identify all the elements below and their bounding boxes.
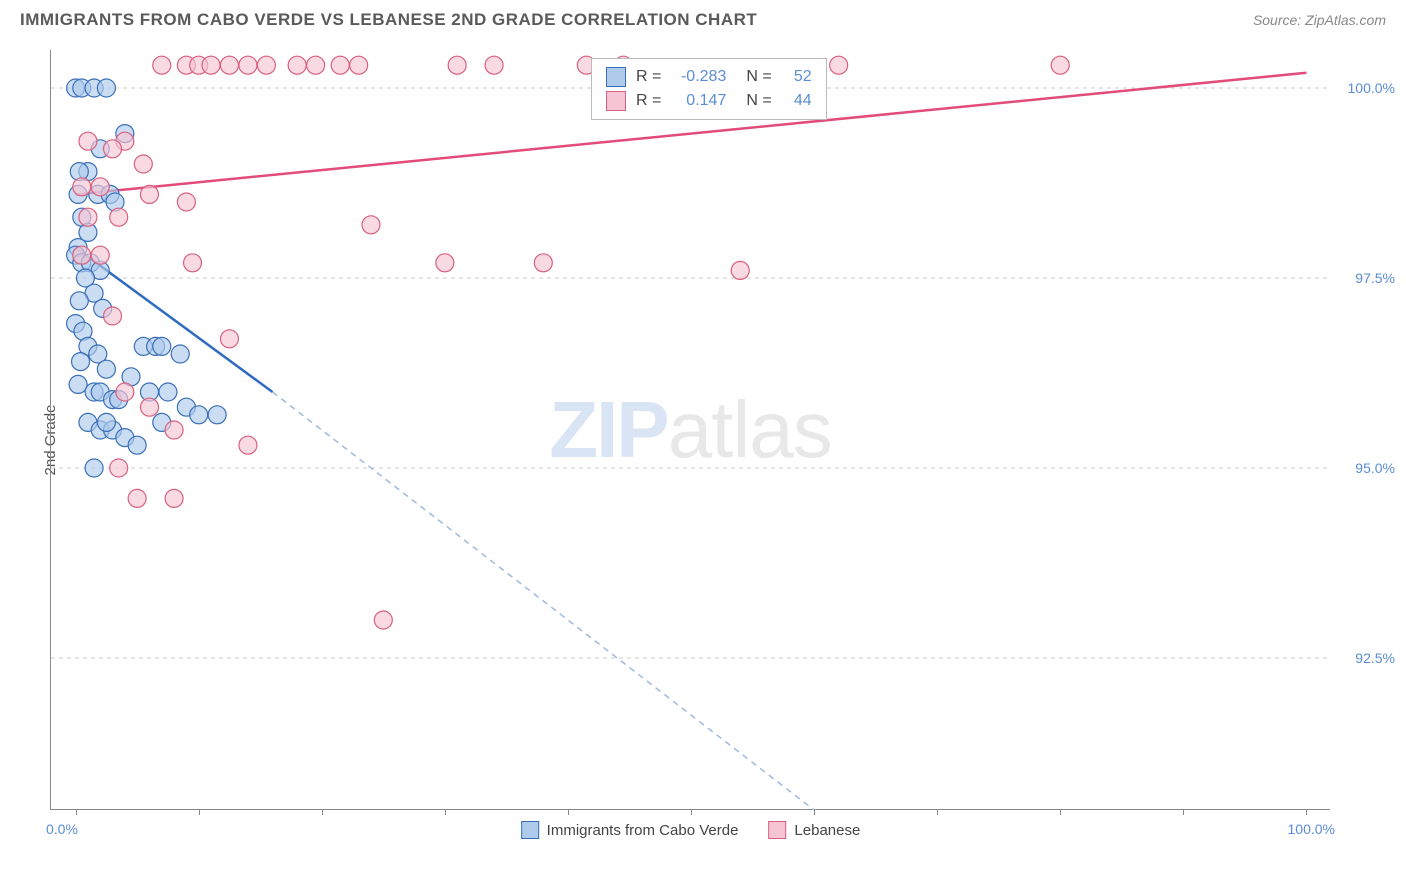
x-axis-tick — [691, 809, 692, 815]
data-point-leb — [331, 56, 349, 74]
data-point-leb — [288, 56, 306, 74]
stat-r-label: R = — [636, 68, 661, 86]
y-axis-tick-label: 100.0% — [1335, 80, 1395, 96]
data-point-leb — [485, 56, 503, 74]
data-point-leb — [362, 216, 380, 234]
stat-r-label: R = — [636, 92, 661, 110]
data-point-leb — [448, 56, 466, 74]
data-point-leb — [104, 307, 122, 325]
x-axis-end-label: 100.0% — [1288, 821, 1335, 837]
data-point-leb — [73, 246, 91, 264]
data-point-leb — [116, 383, 134, 401]
data-point-cabo — [69, 375, 87, 393]
legend-swatch — [768, 821, 786, 839]
data-point-cabo — [208, 406, 226, 424]
x-axis-tick — [814, 809, 815, 815]
stat-n-label: N = — [746, 68, 771, 86]
data-point-leb — [110, 208, 128, 226]
stats-swatch — [606, 67, 626, 87]
bottom-legend: Immigrants from Cabo Verde Lebanese — [521, 821, 861, 839]
data-point-leb — [374, 611, 392, 629]
data-point-leb — [140, 398, 158, 416]
source-attribution: Source: ZipAtlas.com — [1253, 12, 1386, 28]
chart-container: 2nd Grade ZIPatlas 92.5%95.0%97.5%100.0%… — [50, 50, 1370, 830]
legend-entry: Immigrants from Cabo Verde — [521, 821, 739, 839]
plot-area: ZIPatlas 92.5%95.0%97.5%100.0% 0.0% 100.… — [50, 50, 1330, 810]
stats-box: R = -0.283 N = 52 R = 0.147 N = 44 — [591, 58, 827, 120]
data-point-leb — [436, 254, 454, 272]
data-point-leb — [257, 56, 275, 74]
data-point-leb — [91, 178, 109, 196]
data-point-cabo — [97, 360, 115, 378]
x-axis-tick — [937, 809, 938, 815]
stats-row: R = 0.147 N = 44 — [606, 89, 812, 113]
trend-line-dash-cabo — [273, 392, 815, 810]
legend-swatch — [521, 821, 539, 839]
data-point-cabo — [97, 79, 115, 97]
stats-swatch — [606, 91, 626, 111]
legend-label: Lebanese — [794, 822, 860, 839]
y-axis-tick-label: 92.5% — [1335, 650, 1395, 666]
stat-r-value: 0.147 — [671, 92, 726, 110]
data-point-leb — [239, 56, 257, 74]
data-point-leb — [731, 261, 749, 279]
data-point-leb — [239, 436, 257, 454]
x-axis-tick — [322, 809, 323, 815]
data-point-cabo — [190, 406, 208, 424]
data-point-leb — [534, 254, 552, 272]
legend-entry: Lebanese — [768, 821, 860, 839]
data-point-leb — [350, 56, 368, 74]
data-point-leb — [128, 489, 146, 507]
data-point-leb — [177, 193, 195, 211]
x-axis-tick — [1183, 809, 1184, 815]
data-point-leb — [91, 246, 109, 264]
data-point-leb — [153, 56, 171, 74]
data-point-cabo — [97, 413, 115, 431]
data-point-cabo — [72, 353, 90, 371]
data-point-leb — [134, 155, 152, 173]
x-axis-tick — [1060, 809, 1061, 815]
x-axis-start-label: 0.0% — [46, 821, 78, 837]
data-point-cabo — [171, 345, 189, 363]
data-point-leb — [79, 132, 97, 150]
y-axis-tick-label: 95.0% — [1335, 460, 1395, 476]
data-point-cabo — [85, 459, 103, 477]
header: IMMIGRANTS FROM CABO VERDE VS LEBANESE 2… — [0, 0, 1406, 35]
data-point-leb — [1051, 56, 1069, 74]
data-point-cabo — [128, 436, 146, 454]
x-axis-tick — [1306, 809, 1307, 815]
data-point-leb — [307, 56, 325, 74]
legend-label: Immigrants from Cabo Verde — [547, 822, 739, 839]
chart-svg — [51, 50, 1331, 810]
data-point-cabo — [70, 292, 88, 310]
data-point-leb — [79, 208, 97, 226]
chart-title: IMMIGRANTS FROM CABO VERDE VS LEBANESE 2… — [20, 10, 757, 30]
data-point-leb — [110, 459, 128, 477]
stat-n-value: 44 — [782, 92, 812, 110]
data-point-leb — [220, 330, 238, 348]
data-point-cabo — [159, 383, 177, 401]
x-axis-tick — [76, 809, 77, 815]
data-point-leb — [165, 489, 183, 507]
data-point-leb — [140, 185, 158, 203]
data-point-leb — [73, 178, 91, 196]
stat-r-value: -0.283 — [671, 68, 726, 86]
data-point-cabo — [153, 337, 171, 355]
x-axis-tick — [199, 809, 200, 815]
data-point-leb — [220, 56, 238, 74]
data-point-leb — [104, 140, 122, 158]
stats-row: R = -0.283 N = 52 — [606, 65, 812, 89]
y-axis-tick-label: 97.5% — [1335, 270, 1395, 286]
data-point-leb — [184, 254, 202, 272]
x-axis-tick — [445, 809, 446, 815]
x-axis-tick — [568, 809, 569, 815]
data-point-leb — [830, 56, 848, 74]
data-point-leb — [165, 421, 183, 439]
data-point-leb — [202, 56, 220, 74]
stat-n-value: 52 — [782, 68, 812, 86]
stat-n-label: N = — [746, 92, 771, 110]
